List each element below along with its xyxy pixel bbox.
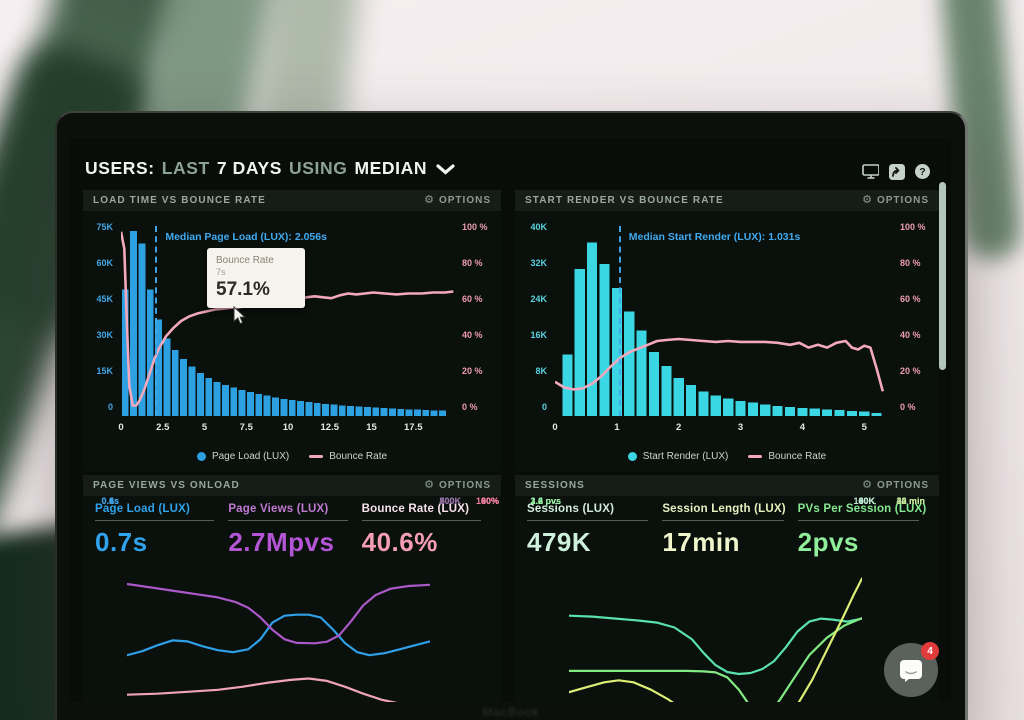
title-median: MEDIAN	[354, 158, 428, 178]
legend-item: Bounce Rate	[748, 451, 826, 462]
metric-underline	[361, 520, 481, 521]
options-button[interactable]: ⚙ OPTIONS	[862, 479, 929, 492]
gear-icon: ⚙	[424, 194, 435, 206]
gear-icon: ⚙	[862, 479, 873, 491]
options-button[interactable]: ⚙ OPTIONS	[862, 194, 929, 207]
metric-underline	[662, 520, 784, 521]
sessions-chart: 4 pvs 100K 40 min 3.2 pvs 80K 32 min 2.4 pvs 60…	[515, 496, 939, 702]
title-users: USERS:	[85, 158, 155, 178]
metric-underline	[527, 520, 649, 521]
median-label: Median Start Render (LUX): 1.031s	[628, 231, 801, 243]
metric-page-views: Page Views (LUX) 2.7Mpvs	[228, 503, 361, 558]
tooltip: Bounce Rate 7s 57.1%	[207, 248, 305, 308]
line-series[interactable]	[127, 570, 430, 702]
panel-title: START RENDER VS BOUNCE RATE	[525, 195, 724, 206]
gear-icon: ⚙	[424, 479, 435, 491]
metrics-row: Sessions (LUX) 479K Session Length (LUX)…	[527, 503, 933, 558]
dashboard-title-dropdown[interactable]: USERS: LAST 7 DAYS USING MEDIAN	[85, 158, 455, 179]
tooltip-x-value: 7s	[216, 267, 226, 277]
x-axis: 0 2.5 5 7.5 10 12.5 15 17.5	[118, 422, 423, 433]
legend-item: Bounce Rate	[309, 451, 387, 462]
metric-underline	[228, 520, 348, 521]
title-last: LAST	[161, 158, 210, 178]
panel-header: START RENDER VS BOUNCE RATE ⚙ OPTIONS	[515, 190, 939, 211]
tooltip-value: 57.1%	[216, 279, 270, 300]
laptop: USERS: LAST 7 DAYS USING MEDIAN ? LOAD TIME …	[55, 111, 968, 720]
gear-icon: ⚙	[862, 194, 873, 206]
tooltip-series: Bounce Rate	[216, 255, 274, 266]
metric-session-length: Session Length (LUX) 17min	[662, 503, 786, 557]
display-icon[interactable]	[862, 163, 879, 180]
options-button[interactable]: ⚙ OPTIONS	[424, 479, 491, 492]
bars-and-line	[121, 231, 454, 416]
y-axis-left: 75K 60K 45K 30K 15K 0	[96, 222, 113, 412]
median-line	[618, 226, 621, 416]
panel-header: LOAD TIME VS BOUNCE RATE ⚙ OPTIONS	[83, 190, 501, 211]
help-icon[interactable]: ?	[914, 163, 931, 180]
median-label: Median Page Load (LUX): 2.056s	[165, 231, 327, 243]
metric-page-load: Page Load (LUX) 0.7s	[95, 503, 228, 558]
dashboard-screen: USERS: LAST 7 DAYS USING MEDIAN ? LOAD TIME …	[69, 138, 951, 702]
plot-area[interactable]: Median Page Load (LUX): 2.056s Bounce Ra…	[121, 226, 455, 416]
legend-item: Start Render (LUX)	[627, 451, 728, 462]
legend-dash	[309, 455, 324, 458]
legend-dash	[748, 455, 763, 458]
chevron-down-icon[interactable]	[436, 164, 455, 175]
panel-page-views-onload: PAGE VIEWS VS ONLOAD ⚙ OPTIONS Page Load …	[83, 475, 501, 702]
chat-badge: 4	[921, 642, 939, 660]
start-render-chart: 40K 32K 24K 16K 8K 0 Median Start Render (LUX…	[515, 211, 939, 471]
title-using: USING	[289, 158, 348, 178]
panel-sessions: SESSIONS ⚙ OPTIONS Sessions (LUX) 479K Se…	[515, 475, 939, 702]
y-axis-right: 100 % 80 % 60 % 40 % 20 % 0 %	[462, 222, 488, 412]
chat-launcher[interactable]: 4	[884, 642, 939, 697]
load-time-chart: 75K 60K 45K 30K 15K 0 Median Page Load (LUX):…	[83, 211, 501, 471]
cursor-icon	[233, 306, 247, 325]
metric-bounce-rate: Bounce Rate (LUX) 40.6%	[361, 503, 495, 558]
pageviews-onload-chart: 1s 500K 100% 0.8s 400K 80% 0.6s 300K 60% 0.4s 200K…	[83, 496, 501, 702]
y-axis-left: 40K 32K 24K 16K 8K 0	[530, 222, 547, 412]
legend-dot	[196, 452, 206, 461]
panel-load-time: LOAD TIME VS BOUNCE RATE ⚙ OPTIONS 75K 60K…	[83, 190, 501, 471]
panel-header: PAGE VIEWS VS ONLOAD ⚙ OPTIONS	[83, 475, 501, 496]
panel-title: PAGE VIEWS VS ONLOAD	[93, 480, 240, 491]
metric-underline	[797, 520, 919, 521]
legend-dot	[627, 452, 637, 461]
header-icons: ?	[862, 163, 931, 180]
chat-icon	[900, 660, 922, 682]
legend: Page Load (LUX) Bounce Rate	[83, 451, 501, 462]
panel-title: SESSIONS	[525, 480, 585, 491]
y-axis-right: 100 % 80 % 60 % 40 % 20 % 0 %	[900, 222, 926, 412]
laptop-brand-label: MacBook	[482, 705, 540, 719]
legend: Start Render (LUX) Bounce Rate	[515, 451, 939, 462]
median-line	[155, 226, 158, 416]
line-series[interactable]	[569, 570, 862, 702]
metric-underline	[95, 520, 215, 521]
legend-item: Page Load (LUX)	[196, 451, 289, 462]
metric-sessions: Sessions (LUX) 479K	[527, 503, 662, 558]
bars-and-line	[555, 242, 885, 416]
metrics-row: Page Load (LUX) 0.7s Page Views (LUX) 2.…	[95, 503, 495, 558]
metric-pvs-per-session: PVs Per Session (LUX) 2pvs	[797, 503, 927, 557]
panel-start-render: START RENDER VS BOUNCE RATE ⚙ OPTIONS 40K…	[515, 190, 939, 471]
share-icon[interactable]	[888, 163, 905, 180]
title-days: 7 DAYS	[216, 158, 283, 178]
panel-title: LOAD TIME VS BOUNCE RATE	[93, 195, 266, 206]
options-button[interactable]: ⚙ OPTIONS	[424, 194, 491, 207]
scrollbar[interactable]	[939, 182, 946, 370]
panel-header: SESSIONS ⚙ OPTIONS	[515, 475, 939, 496]
plot-area[interactable]: Median Start Render (LUX): 1.031s	[555, 226, 889, 416]
